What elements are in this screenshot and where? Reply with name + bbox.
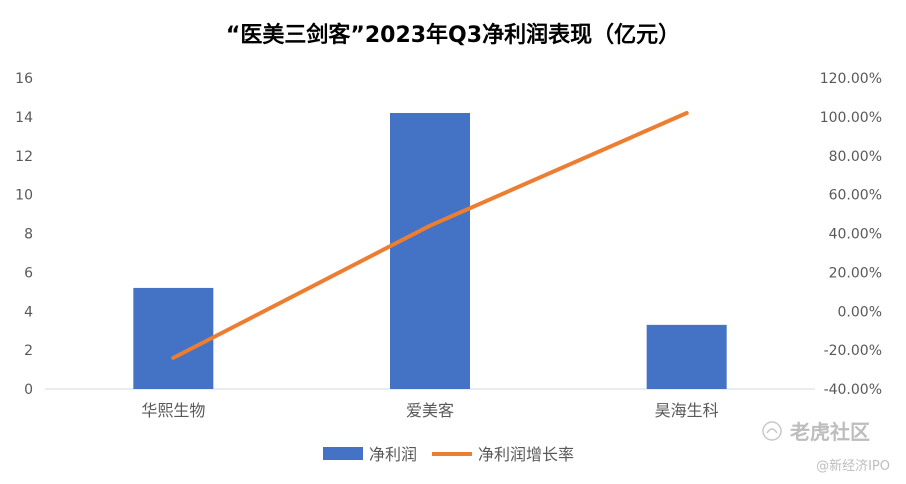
left-axis-ticks: 0 2 4 6 8 10 12 14 16 bbox=[15, 71, 33, 398]
growth-rate-line bbox=[171, 111, 689, 360]
bar-2 bbox=[390, 112, 470, 390]
category-label: 华熙生物 bbox=[141, 401, 205, 420]
right-tick-label: -20.00% bbox=[824, 343, 882, 359]
left-tick-label: 8 bbox=[24, 227, 33, 243]
right-tick-label: 120.00% bbox=[820, 71, 882, 87]
legend: 净利润 净利润增长率 bbox=[323, 445, 574, 464]
legend-swatch-bar bbox=[323, 447, 363, 460]
right-axis-ticks: -40.00% -20.00% 0.00% 20.00% 40.00% 60.00% 80.… bbox=[820, 71, 882, 398]
tiger-logo-icon bbox=[762, 421, 782, 441]
right-tick-label: 20.00% bbox=[829, 265, 882, 281]
left-tick-label: 10 bbox=[15, 188, 33, 204]
right-tick-label: 0.00% bbox=[838, 304, 882, 320]
category-label: 昊海生科 bbox=[655, 401, 719, 420]
right-tick-label: -40.00% bbox=[824, 382, 882, 398]
watermark-brand: 老虎社区 bbox=[790, 420, 870, 444]
line-series bbox=[171, 111, 689, 360]
left-tick-label: 16 bbox=[15, 71, 33, 87]
left-tick-label: 14 bbox=[15, 110, 33, 126]
chart-title: “医美三剑客”2023年Q3净利润表现（亿元） bbox=[226, 22, 680, 48]
bar-series bbox=[133, 112, 727, 390]
left-tick-label: 0 bbox=[24, 382, 33, 398]
left-tick-label: 2 bbox=[24, 343, 33, 359]
left-tick-label: 4 bbox=[24, 304, 33, 320]
category-labels: 华熙生物 爱美客 昊海生科 bbox=[141, 401, 718, 420]
right-tick-label: 60.00% bbox=[829, 188, 882, 204]
right-tick-label: 100.00% bbox=[820, 110, 882, 126]
right-tick-label: 40.00% bbox=[829, 227, 882, 243]
bar-1 bbox=[133, 287, 214, 389]
legend-label-line: 净利润增长率 bbox=[478, 445, 574, 464]
category-label: 爱美客 bbox=[406, 401, 454, 420]
bar-3 bbox=[646, 324, 727, 389]
left-tick-label: 6 bbox=[24, 265, 33, 281]
watermark: 老虎社区 @新经济IPO bbox=[762, 420, 890, 474]
right-tick-label: 80.00% bbox=[829, 149, 882, 165]
watermark-handle: @新经济IPO bbox=[816, 458, 890, 474]
left-tick-label: 12 bbox=[15, 149, 33, 165]
legend-label-bar: 净利润 bbox=[369, 445, 417, 464]
